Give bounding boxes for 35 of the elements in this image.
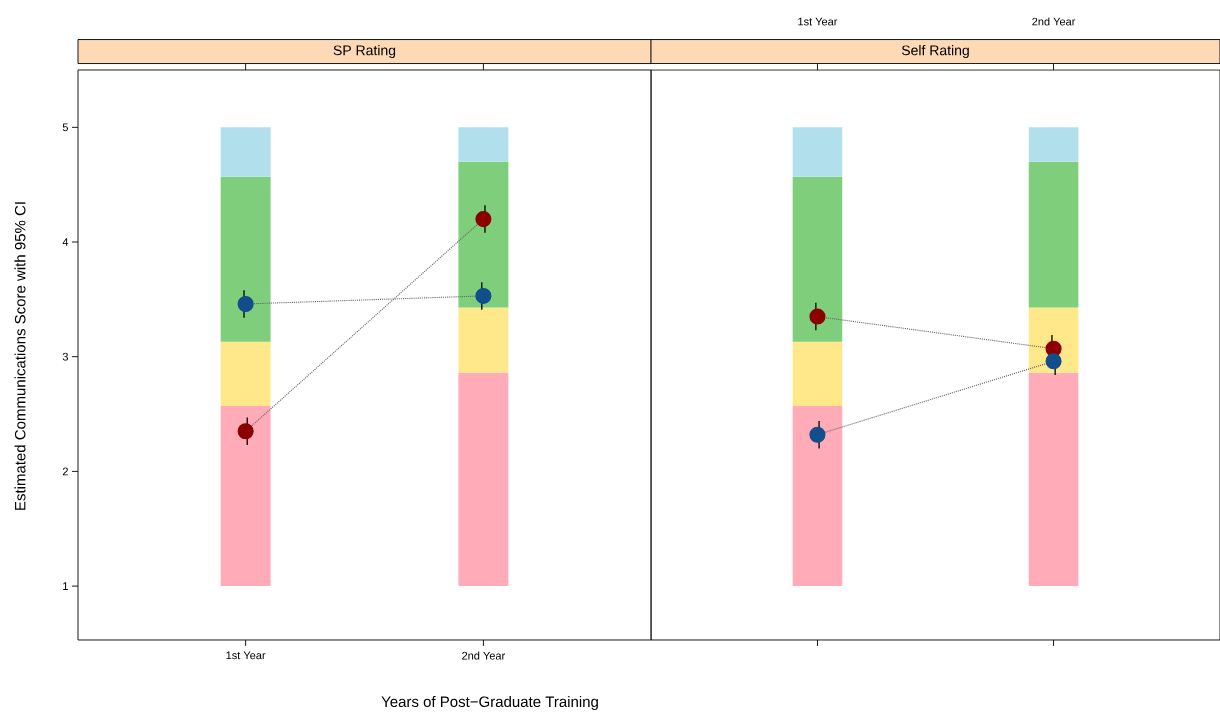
- point: [237, 295, 254, 313]
- bar: [220, 127, 271, 177]
- y-tick-label: 5: [62, 123, 68, 132]
- y-tick-label: 4: [62, 238, 69, 246]
- bar: [792, 176, 843, 342]
- bar: [458, 372, 509, 587]
- y-tick-label: 3: [62, 352, 68, 361]
- x-tick-label: 2nd Year: [462, 651, 506, 660]
- y-tick-label: 2: [62, 467, 68, 476]
- x-tick-label: 1st Year: [226, 651, 266, 660]
- bar: [1028, 127, 1079, 162]
- x-axis-title: Years of Post−Graduate Training: [381, 696, 598, 710]
- y-axis-title: Estimated Communications Score with 95% CI: [14, 202, 26, 510]
- point: [1045, 353, 1062, 370]
- bar: [792, 127, 843, 177]
- chart-title: Self Rating: [901, 45, 969, 59]
- bar: [220, 341, 271, 407]
- point: [237, 423, 254, 440]
- bar: [458, 127, 509, 162]
- bar: [792, 406, 843, 587]
- bar: [1028, 161, 1079, 308]
- x-tick-label: 2nd Year: [1032, 17, 1076, 26]
- bar: [220, 176, 271, 342]
- chart-title: SP Rating: [333, 45, 396, 59]
- point: [475, 211, 492, 228]
- bar: [458, 307, 509, 373]
- bar: [792, 341, 843, 407]
- bar: [1028, 372, 1079, 587]
- point: [809, 308, 826, 325]
- bar: [220, 406, 271, 587]
- point: [475, 287, 492, 304]
- point: [809, 426, 826, 443]
- x-tick-label: 1st Year: [798, 17, 838, 26]
- y-tick-label: 1: [63, 582, 68, 590]
- bar: [458, 161, 509, 308]
